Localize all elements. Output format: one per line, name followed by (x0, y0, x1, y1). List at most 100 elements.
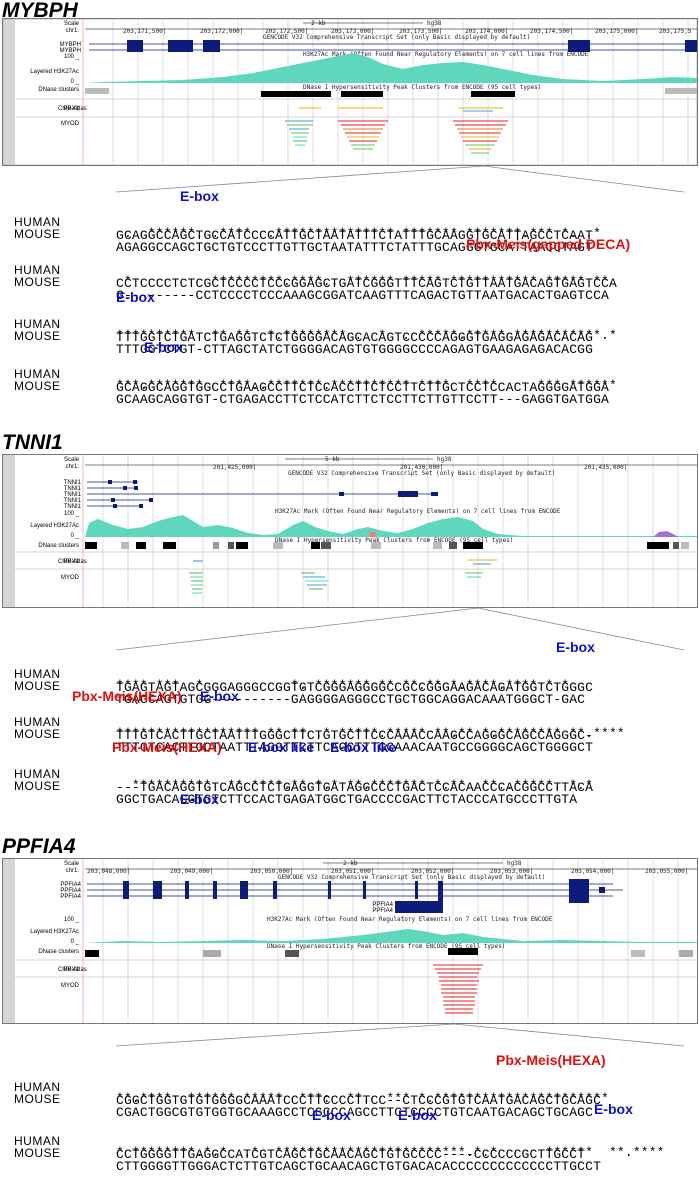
species-label-human: HUMAN (14, 767, 61, 781)
species-label-human: HUMAN (14, 215, 61, 229)
dnase-clusters-tnni1 (85, 542, 689, 549)
gene-title-tnni1: TNNI1 (2, 431, 63, 454)
track-label-layered: Layered H3K27Ac (30, 929, 79, 935)
dnase-clusters-mybph (85, 88, 697, 97)
ebox-annotation: E-box (144, 339, 183, 355)
track-label-dnase: DNase clusters (38, 949, 79, 955)
alignment-row-mouse: MOUSE TTTGGTCTGT-CTTAGCTATCTGGGGACAGTGTG… (0, 317, 699, 357)
conservation-stars: ****************** ** ** .* *****.***** … (116, 726, 625, 741)
track-label-pbx1: PBX1 (64, 106, 80, 112)
ebox-annotation: E-box (594, 1101, 633, 1117)
assembly-label: hg38 (507, 860, 522, 867)
track-scale-zero: 0 _ (71, 939, 80, 945)
ebox-annotation: E-box (180, 791, 219, 807)
species-label-mouse: MOUSE (14, 1092, 61, 1106)
sequence-human: GCAGGCAGGTGGCCTGAAGCCTTCTCCACCTTCTCCTTCT… (116, 380, 609, 395)
h3k27ac-caption: H3K27Ac Mark (Often Found Near Regulator… (275, 508, 561, 515)
species-label-human: HUMAN (14, 367, 61, 381)
gene-title-mybph: MYBPH (2, 0, 78, 22)
conservation-stars: ********** ** ** *.******** . * . *****.… (116, 328, 617, 343)
conservation-stars: * ********.*.* .* **********************… (116, 1145, 665, 1160)
gene-label: TNNI1 (64, 504, 82, 510)
species-label-mouse: MOUSE (14, 679, 61, 693)
gene-label: PPFIA4 (60, 888, 81, 894)
sequence-mouse: TGAGCAGTGTGG----------GAGGGGAGGGCCTGCTGG… (116, 692, 586, 707)
gene-label: TNNI1 (64, 486, 82, 492)
ebox-annotation: E-box (200, 688, 239, 704)
genome-browser-mybph[interactable]: Scale chr1: 2 kb hg38 203,171,500| 203,1… (2, 18, 698, 166)
species-label-mouse: MOUSE (14, 779, 61, 793)
gene-label: MYBPH (60, 42, 81, 48)
gencode-caption: GENCODE V32 Comprehensive Transcript Set… (278, 874, 545, 881)
track-label-pbx1: PBX1 (64, 967, 80, 973)
coord-label: 203,054,000| (571, 868, 614, 875)
sequence-human: CGGCTGGTGTGTGGGGCAAATCCCTTCCCCTTCC--CTCC… (116, 1093, 602, 1108)
species-label-human: HUMAN (14, 1080, 61, 1094)
gene-label: TNNI1 (64, 498, 82, 504)
pbx1-peaks-tnni1 (193, 559, 497, 565)
sequence-human: CCTCCCCTCTCGCTCCCCTCCCGGAGCTGATCGGGTTTCA… (116, 276, 617, 291)
species-label-mouse: MOUSE (14, 1146, 61, 1160)
gene-label: PPFIA4 (60, 882, 81, 888)
track-label-chip: ChIP-Atlas (58, 559, 87, 565)
sequence-human: CCTGGGGTTGAGGCCATCGTCAGCTGCAACAGCTGTGCCC… (116, 1147, 586, 1162)
dnase-caption: DNase I Hypersensitivity Peak Clusters f… (275, 537, 513, 544)
coord-label: 203,174,000| (465, 28, 508, 35)
ebox-annotation: E-box (312, 1107, 351, 1123)
chr-label: chr1: (66, 28, 80, 34)
sequence-human: ---TGACAGGTGTCAGCCTCTGAGGTGATAGGCCCTGACT… (116, 780, 594, 795)
genome-browser-tnni1[interactable]: Scale chr1: 5 kb hg38 201,425,000| 201,4… (2, 454, 698, 608)
scale-bar-label: 5 kb (325, 456, 340, 463)
ebox-annotation: E-box (180, 188, 219, 204)
species-label-mouse: MOUSE (14, 329, 61, 343)
coord-label: 203,048,000| (87, 868, 130, 875)
scale-label: Scale (64, 861, 80, 867)
coord-label: 203,175,000| (595, 28, 638, 35)
conservation-row: **** *** * *. ******* ** **.** *.****.**… (0, 679, 699, 692)
pbx-meis-annotation: Pbx-Meis(HEXA) (72, 688, 182, 704)
assembly-label: hg38 (427, 20, 442, 27)
conservation-stars: **** *** * *. ******* ** **.** *.****.**… (116, 678, 570, 693)
conservation-stars: * *********.****.. ****** ***** ********… (116, 274, 609, 289)
zoom-lines-tnni1 (115, 607, 685, 651)
coord-label: 201,430,000| (400, 464, 443, 471)
coord-label: 203,055,000| (645, 868, 688, 875)
sequence-mouse: CGACTGGCGTGTGGTGCAAAGCCTCGCCCAGCCTTCTCCC… (116, 1105, 594, 1120)
coord-label: 203,052,000| (411, 868, 454, 875)
ebox-annotation: E-box (116, 289, 155, 305)
track-label-dnase: DNase clusters (38, 87, 79, 93)
alignment-row-mouse: MOUSE AGAGGCCAGCTGCTGTCCCTTGTTGCTAATATTT… (0, 215, 699, 255)
coord-label: 201,435,000| (584, 464, 627, 471)
gene-label: TNNI1 (64, 492, 82, 498)
myod-peaks-mybph (285, 120, 508, 154)
alignment-row-human: HUMAN TGAGTAGTAGCGGGAGGGCCGGTGTCGGGAGGGG… (0, 655, 699, 695)
chr-label: chr1: (66, 868, 80, 874)
conservation-stars: **.**** ****** ***** ***: **. *** *.****… (116, 1091, 609, 1106)
conservation-row: . ******. .**** .*************** *******… (0, 227, 699, 240)
h3k27ac-signal-ppfia4 (85, 929, 697, 943)
myod-peaks-ppfia4 (433, 964, 483, 1014)
track-label-myod: MYOD (61, 575, 80, 581)
assembly-label: hg38 (437, 456, 452, 463)
h3k27ac-caption: H3K27Ac Mark (Often Found Near Regulator… (267, 916, 553, 923)
pbx1-peaks-mybph (299, 107, 503, 112)
conservation-row: ****************** ** ** .* *****.***** … (0, 727, 699, 740)
gene-model-tnni1 (87, 480, 438, 508)
track-label-chip: ChIP-Atlas (58, 106, 87, 112)
track-scale-zero: 0 _ (71, 79, 80, 85)
species-label-human: HUMAN (14, 263, 61, 277)
zoom-lines-mybph (115, 165, 685, 193)
sequence-human: TTTGGTCTGATCTGAGGTCTCTGGGGACAGCACAGTCCCC… (116, 330, 594, 345)
conservation-row: * *********.****.. ****** ***** ********… (0, 275, 699, 288)
gencode-caption: GENCODE V32 Comprehensive Transcript Set… (263, 34, 530, 41)
alignment-row-human: HUMAN GCAGGCAGGTGGCCTGAAGCCTTCTCCACCTTCT… (0, 355, 699, 395)
alignment-row-mouse: MOUSE GCAAGCAGGTGT-CTGAGACCTTCTCCATCTTCT… (0, 367, 699, 407)
gene-label: PPFIA4 (60, 894, 81, 900)
alignment-row-human: HUMAN ---TGACAGGTGTCAGCCTCTGAGGTGATAGGCC… (0, 755, 699, 795)
track-scale-max: 100 _ (64, 917, 80, 923)
coord-label: 203,173,500| (399, 28, 442, 35)
gene-label: PPFIA4 (372, 902, 393, 908)
genome-browser-ppfia4[interactable]: Scale chr1: 2 kb hg38 203,048,000| 203,0… (2, 858, 698, 1024)
track-label-dnase: DNase clusters (38, 543, 79, 549)
conservation-row: * ********.*.* .* **********************… (0, 1146, 699, 1159)
